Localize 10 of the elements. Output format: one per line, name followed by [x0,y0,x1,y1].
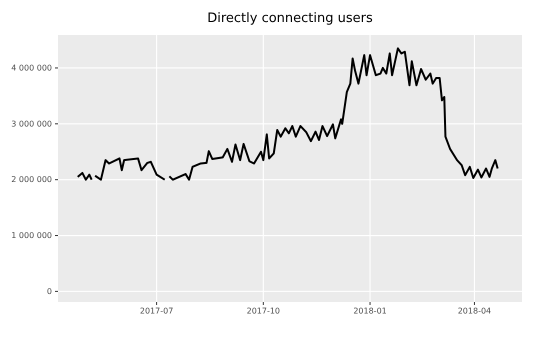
y-tick-label: 4 000 000 [11,64,52,73]
y-tick-label: 1 000 000 [11,231,52,240]
x-tick-label: 2017-10 [246,306,280,316]
x-tick-label: 2018-01 [353,306,387,316]
x-tick-label: 2017-07 [140,306,174,316]
chart-title: Directly connecting users [207,11,373,26]
y-tick-label: 0 [46,286,52,296]
y-tick-label: 2 000 000 [11,175,52,184]
y-tick-label: 3 000 000 [11,119,52,128]
x-tick-label: 2018-04 [458,306,492,316]
